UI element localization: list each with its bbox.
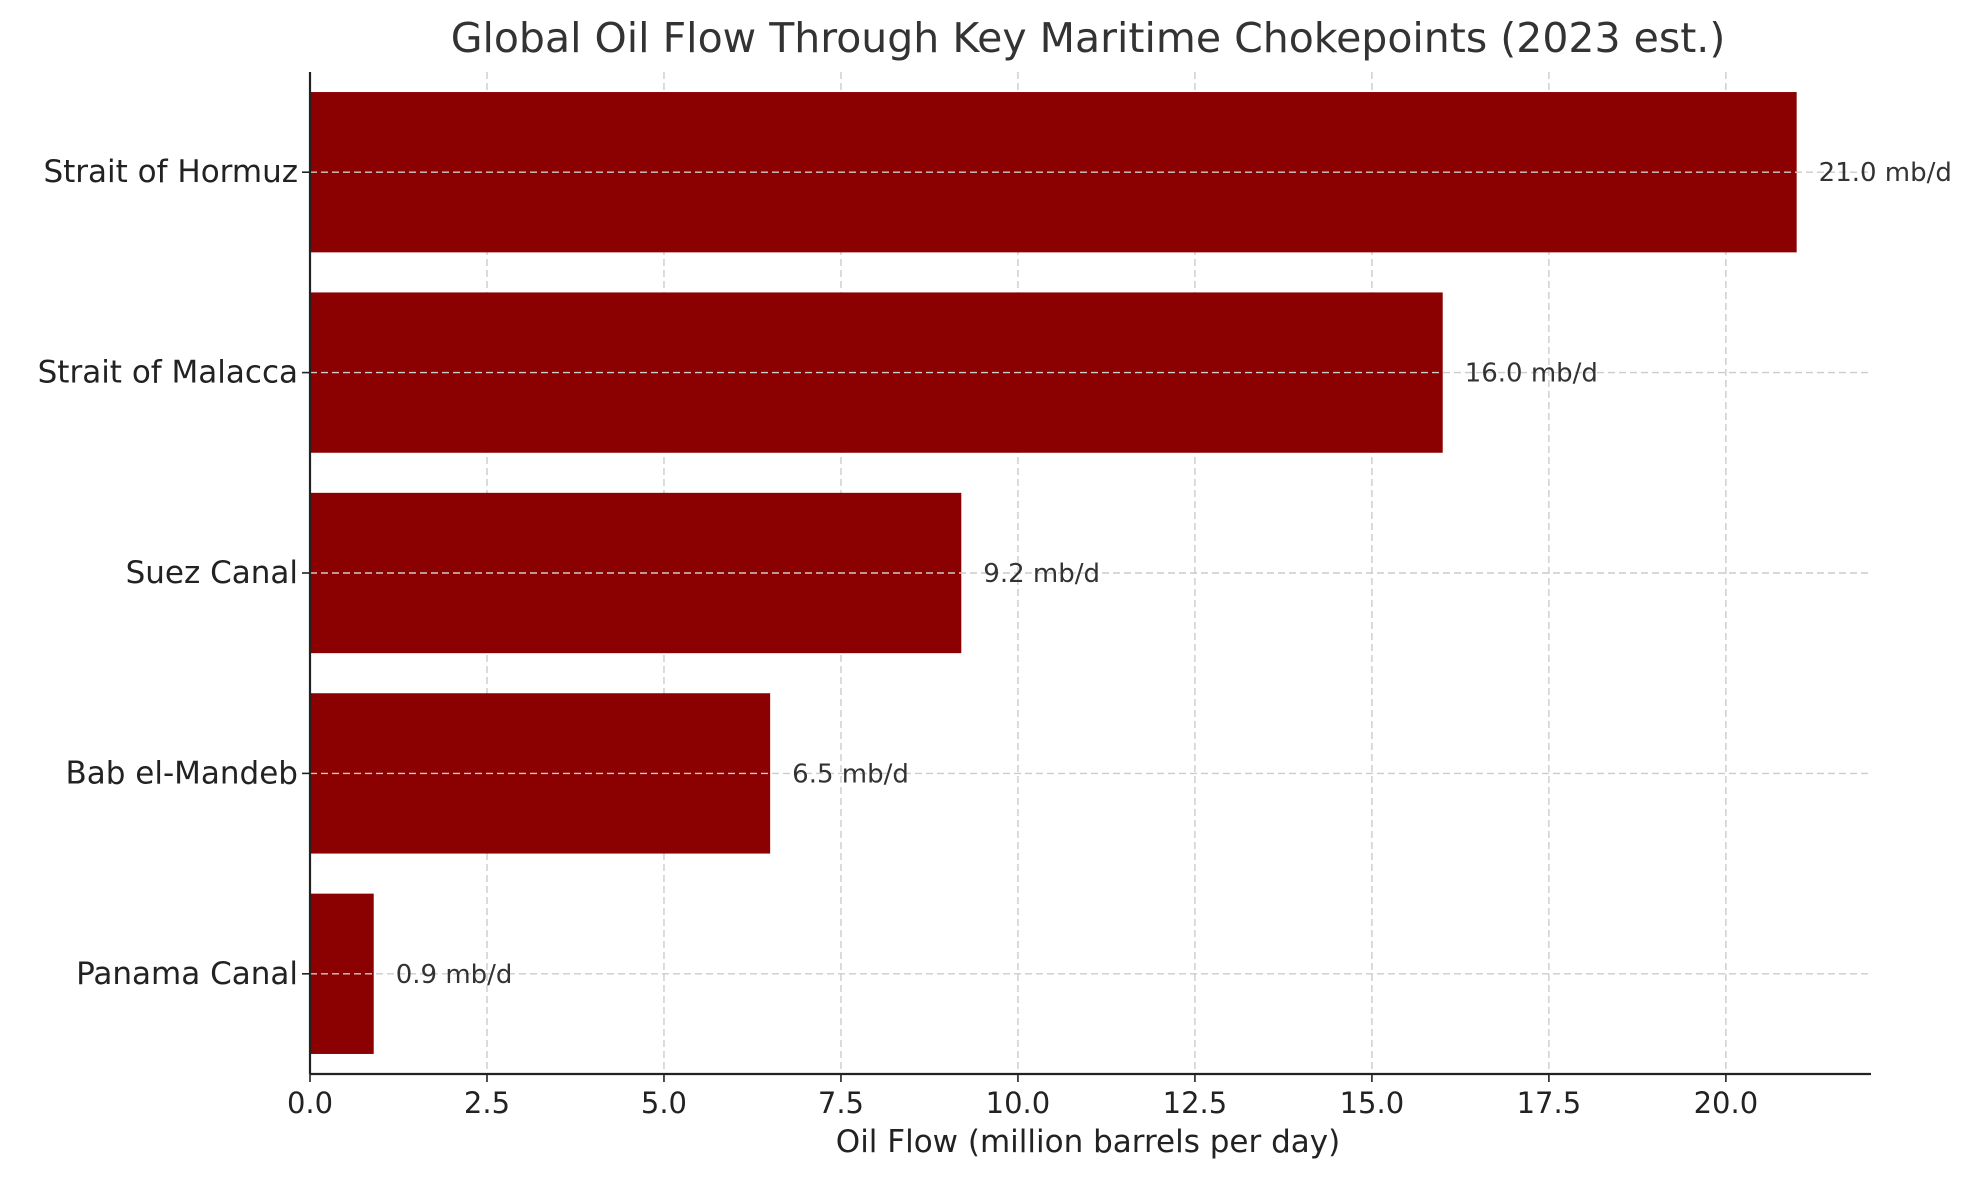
value-label: 9.2 mb/d xyxy=(983,559,1100,589)
value-label: 6.5 mb/d xyxy=(792,759,909,789)
value-label: 0.9 mb/d xyxy=(396,960,513,990)
axes xyxy=(302,72,1871,1082)
x-tick-label: 15.0 xyxy=(1340,1086,1405,1120)
x-tick-label: 10.0 xyxy=(986,1086,1051,1120)
chart-title: Global Oil Flow Through Key Maritime Cho… xyxy=(451,14,1726,62)
y-tick-label: Suez Canal xyxy=(126,555,298,591)
x-axis-label: Oil Flow (million barrels per day) xyxy=(836,1124,1340,1160)
y-tick-label: Bab el-Mandeb xyxy=(66,755,299,791)
bar xyxy=(310,693,771,854)
bar xyxy=(310,893,374,1054)
value-label: 16.0 mb/d xyxy=(1465,359,1598,389)
y-tick-label: Panama Canal xyxy=(76,956,298,992)
y-tick-labels: Strait of Hormuz Strait of Malacca Suez Ca… xyxy=(38,154,298,992)
y-tick-label: Strait of Malacca xyxy=(38,355,298,391)
value-label: 21.0 mb/d xyxy=(1819,158,1952,188)
category-grid-lines xyxy=(310,171,1871,975)
x-tick-label: 7.5 xyxy=(818,1086,864,1120)
x-tick-label: 20.0 xyxy=(1694,1086,1759,1120)
x-tick-label: 5.0 xyxy=(641,1086,687,1120)
x-tick-label: 0.0 xyxy=(287,1086,333,1120)
value-labels: 21.0 mb/d 16.0 mb/d 9.2 mb/d 6.5 mb/d 0.9 mb… xyxy=(396,158,1952,990)
x-tick-label: 17.5 xyxy=(1517,1086,1582,1120)
x-tick-label: 12.5 xyxy=(1163,1086,1228,1120)
x-tick-label: 2.5 xyxy=(464,1086,510,1120)
y-tick-label: Strait of Hormuz xyxy=(43,154,298,190)
x-tick-labels: 0.0 2.5 5.0 7.5 10.0 12.5 15.0 17.5 20.0 xyxy=(287,1086,1758,1120)
